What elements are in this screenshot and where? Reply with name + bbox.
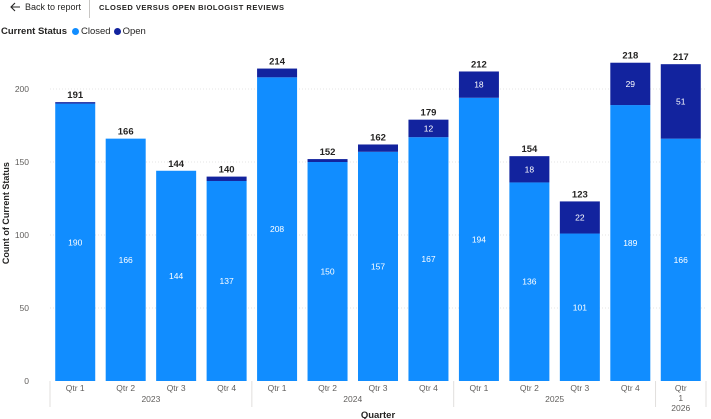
bar-open[interactable] <box>206 176 247 181</box>
x-tick-label: Qtr 4 <box>419 383 438 393</box>
legend: Current Status Closed Open <box>1 25 149 37</box>
legend-marker-closed <box>71 27 79 35</box>
bar-open[interactable] <box>55 102 96 104</box>
data-label-total: 154 <box>521 144 538 155</box>
data-label-closed: 137 <box>220 276 234 286</box>
x-tick-label: Qtr 1 <box>268 383 287 393</box>
data-label-closed: 150 <box>320 267 334 277</box>
back-to-report-button[interactable]: Back to report <box>0 0 88 17</box>
bar-open[interactable] <box>307 159 348 162</box>
y-tick-label: 200 <box>15 84 29 94</box>
data-label-closed: 166 <box>674 255 688 265</box>
data-label-total: 152 <box>320 147 336 158</box>
x-tick-label: Qtr 1 <box>469 383 488 393</box>
y-tick-label: 50 <box>20 303 30 313</box>
data-label-closed: 166 <box>119 255 133 265</box>
legend-item-closed[interactable]: Closed <box>71 25 111 37</box>
data-label-closed: 144 <box>169 271 183 281</box>
bar-closed[interactable] <box>408 137 449 381</box>
x-group-label: 2025 <box>545 394 564 404</box>
bar-closed[interactable] <box>257 77 298 381</box>
x-group-label: 2026 <box>671 403 690 413</box>
data-label-total: 166 <box>118 127 134 138</box>
x-tick-label: 1 <box>678 393 683 403</box>
bar-open[interactable] <box>458 71 499 98</box>
data-label-open: 51 <box>676 96 686 106</box>
bar-open[interactable] <box>257 68 298 78</box>
bar-open[interactable] <box>509 156 550 183</box>
data-label-total: 191 <box>67 90 84 101</box>
bar-closed[interactable] <box>55 103 96 381</box>
x-tick-label: Qtr 4 <box>217 383 236 393</box>
bar-open[interactable] <box>559 201 600 234</box>
x-axis-title: Quarter <box>361 410 396 419</box>
x-tick-label: Qtr 2 <box>318 383 337 393</box>
data-label-open: 18 <box>474 80 484 90</box>
x-group-label: 2023 <box>141 394 160 404</box>
y-axis-title: Count of Current Status <box>1 162 11 264</box>
x-tick-label: Qtr 4 <box>621 383 640 393</box>
legend-item-open[interactable]: Open <box>113 25 146 37</box>
back-to-report-label: Back to report <box>25 2 82 12</box>
data-label-closed: 157 <box>371 261 385 271</box>
data-label-total: 162 <box>370 132 386 143</box>
bar-closed[interactable] <box>509 182 550 381</box>
legend-marker-open <box>113 27 121 35</box>
x-tick-label: Qtr 1 <box>66 383 85 393</box>
data-label-total: 144 <box>168 159 185 170</box>
legend-title: Current Status <box>1 25 67 37</box>
report-title: CLOSED VERSUS OPEN BIOLOGIST REVIEWS <box>99 3 285 12</box>
legend-label-closed: Closed <box>80 25 111 37</box>
x-tick-label: Qtr 2 <box>116 383 135 393</box>
bar-open[interactable] <box>408 119 449 138</box>
y-tick-label: 100 <box>15 230 29 240</box>
top-bar: Back to report CLOSED VERSUS OPEN BIOLOG… <box>0 0 711 18</box>
data-label-closed: 167 <box>421 254 435 264</box>
bar-closed[interactable] <box>156 170 197 381</box>
legend-label-open: Open <box>122 25 146 37</box>
data-label-total: 217 <box>673 52 689 63</box>
bar-closed[interactable] <box>660 138 701 381</box>
data-label-closed: 136 <box>522 277 536 287</box>
back-arrow-icon <box>10 2 20 12</box>
data-label-total: 123 <box>572 189 588 200</box>
bar-closed[interactable] <box>307 162 348 381</box>
data-label-total: 212 <box>471 59 487 70</box>
x-tick-label: Qtr 3 <box>570 383 589 393</box>
bar-open[interactable] <box>660 64 701 139</box>
bar-closed[interactable] <box>358 151 398 381</box>
y-tick-label: 0 <box>24 376 29 386</box>
data-label-total: 214 <box>269 57 286 68</box>
x-tick-label: Qtr <box>675 383 687 393</box>
data-label-closed: 189 <box>623 238 637 248</box>
data-label-closed: 101 <box>573 302 587 312</box>
x-tick-label: Qtr 2 <box>520 383 539 393</box>
bar-closed[interactable] <box>206 180 247 381</box>
data-label-closed: 194 <box>472 234 486 244</box>
x-tick-label: Qtr 3 <box>167 383 186 393</box>
x-group-label: 2024 <box>343 394 362 404</box>
data-label-total: 140 <box>219 165 235 176</box>
data-label-open: 18 <box>525 164 535 174</box>
bar-closed[interactable] <box>105 138 146 381</box>
bar-open[interactable] <box>610 62 651 106</box>
top-divider <box>89 0 90 18</box>
bar-closed[interactable] <box>559 233 600 381</box>
data-label-open: 12 <box>424 123 434 133</box>
data-label-closed: 190 <box>68 237 82 247</box>
bar-closed[interactable] <box>610 105 651 381</box>
bar-open[interactable] <box>358 144 398 152</box>
data-label-open: 22 <box>575 212 585 222</box>
y-tick-label: 150 <box>15 157 29 167</box>
data-label-total: 179 <box>421 108 437 119</box>
x-tick-label: Qtr 3 <box>369 383 388 393</box>
data-label-open: 29 <box>626 79 636 89</box>
data-label-total: 218 <box>622 51 638 62</box>
data-label-closed: 208 <box>270 224 284 234</box>
bar-closed[interactable] <box>458 97 499 381</box>
